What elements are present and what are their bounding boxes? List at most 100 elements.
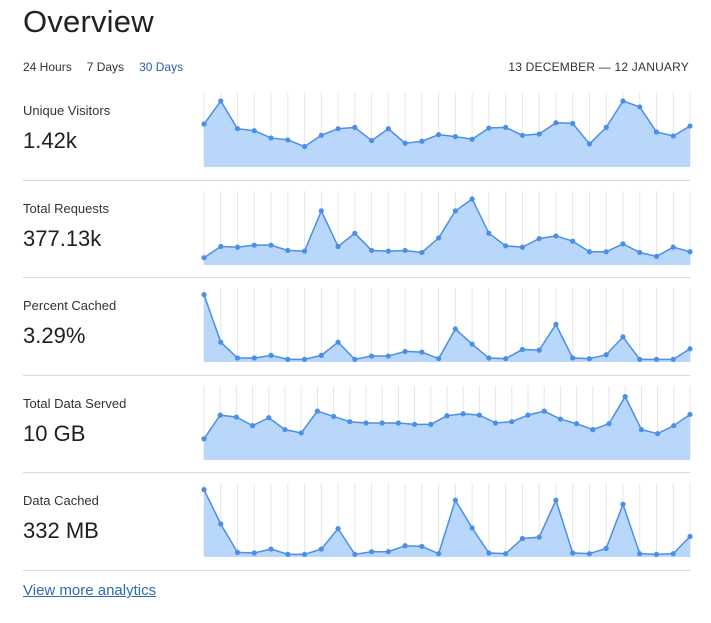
sparkline-point[interactable] xyxy=(251,355,257,361)
sparkline-point[interactable] xyxy=(687,123,693,129)
sparkline-point[interactable] xyxy=(301,551,308,557)
sparkline-point[interactable] xyxy=(637,249,643,255)
sparkline-point[interactable] xyxy=(352,230,358,236)
sparkline-point[interactable] xyxy=(503,356,509,362)
sparkline-point[interactable] xyxy=(536,347,542,353)
sparkline-point[interactable] xyxy=(402,543,408,549)
sparkline-point[interactable] xyxy=(201,254,207,260)
sparkline-point[interactable] xyxy=(553,232,559,239)
sparkline-point[interactable] xyxy=(218,339,224,345)
sparkline-point[interactable] xyxy=(419,138,425,144)
sparkline-point[interactable] xyxy=(687,533,693,540)
sparkline-point[interactable] xyxy=(363,419,369,426)
sparkline-point[interactable] xyxy=(653,129,660,135)
sparkline-point[interactable] xyxy=(314,408,320,414)
sparkline-point[interactable] xyxy=(620,334,626,340)
sparkline-point[interactable] xyxy=(452,326,458,332)
sparkline-point[interactable] xyxy=(352,124,358,130)
sparkline-point[interactable] xyxy=(234,355,241,361)
sparkline-point[interactable] xyxy=(670,356,676,362)
sparkline-point[interactable] xyxy=(368,247,375,253)
sparkline-point[interactable] xyxy=(335,243,341,249)
sparkline-point[interactable] xyxy=(486,230,492,236)
sparkline-point[interactable] xyxy=(586,141,593,147)
sparkline-point[interactable] xyxy=(368,137,375,144)
sparkline-point[interactable] xyxy=(653,356,660,362)
sparkline-point[interactable] xyxy=(469,341,475,347)
sparkline-point[interactable] xyxy=(452,134,458,140)
sparkline-point[interactable] xyxy=(603,124,609,130)
sparkline-point[interactable] xyxy=(541,408,547,414)
sparkline-point[interactable] xyxy=(486,355,492,361)
sparkline-point[interactable] xyxy=(570,550,576,556)
sparkline-point[interactable] xyxy=(436,551,442,557)
sparkline-point[interactable] xyxy=(412,421,418,427)
sparkline-point[interactable] xyxy=(620,501,626,507)
tab-30-days[interactable]: 30 Days xyxy=(139,60,184,74)
sparkline-point[interactable] xyxy=(536,534,542,540)
sparkline-point[interactable] xyxy=(486,125,492,131)
sparkline-point[interactable] xyxy=(436,132,442,138)
sparkline-point[interactable] xyxy=(402,140,408,146)
sparkline-point[interactable] xyxy=(452,207,458,213)
sparkline-point[interactable] xyxy=(586,356,593,362)
sparkline-point[interactable] xyxy=(301,143,308,150)
sparkline-point[interactable] xyxy=(318,132,324,138)
sparkline-point[interactable] xyxy=(385,353,391,359)
sparkline-point[interactable] xyxy=(469,195,475,202)
sparkline-point[interactable] xyxy=(301,356,308,362)
sparkline-point[interactable] xyxy=(368,353,375,359)
sparkline-point[interactable] xyxy=(335,339,341,345)
sparkline-point[interactable] xyxy=(557,415,563,422)
sparkline-point[interactable] xyxy=(503,242,509,248)
sparkline-point[interactable] xyxy=(469,136,475,142)
sparkline-point[interactable] xyxy=(637,356,643,362)
sparkline-point[interactable] xyxy=(201,435,207,441)
sparkline-point[interactable] xyxy=(519,346,526,353)
sparkline-point[interactable] xyxy=(586,551,593,557)
sparkline-point[interactable] xyxy=(570,120,576,127)
sparkline-point[interactable] xyxy=(218,521,224,527)
sparkline-point[interactable] xyxy=(318,546,324,552)
sparkline-point[interactable] xyxy=(402,247,408,253)
sparkline-point[interactable] xyxy=(486,550,492,556)
sparkline-point[interactable] xyxy=(620,98,626,104)
sparkline-point[interactable] xyxy=(385,126,391,132)
sparkline-point[interactable] xyxy=(503,551,509,557)
sparkline-point[interactable] xyxy=(553,120,559,126)
sparkline-point[interactable] xyxy=(653,253,660,259)
sparkline-point[interactable] xyxy=(519,535,526,542)
sparkline-point[interactable] xyxy=(266,414,272,420)
sparkline-point[interactable] xyxy=(201,292,207,298)
sparkline-point[interactable] xyxy=(519,132,526,138)
tab-7-days[interactable]: 7 Days xyxy=(86,60,125,74)
sparkline-point[interactable] xyxy=(250,422,256,428)
sparkline-point[interactable] xyxy=(268,352,274,358)
sparkline-point[interactable] xyxy=(476,412,482,418)
sparkline-point[interactable] xyxy=(402,348,408,355)
sparkline-point[interactable] xyxy=(368,549,375,555)
sparkline-point[interactable] xyxy=(670,244,676,250)
sparkline-point[interactable] xyxy=(586,248,593,254)
sparkline-point[interactable] xyxy=(352,356,358,362)
sparkline-point[interactable] xyxy=(285,551,291,557)
sparkline-point[interactable] xyxy=(234,244,241,250)
sparkline-point[interactable] xyxy=(217,412,223,418)
sparkline-point[interactable] xyxy=(268,546,274,552)
sparkline-point[interactable] xyxy=(452,497,458,503)
sparkline-point[interactable] xyxy=(268,135,274,141)
sparkline-point[interactable] xyxy=(395,419,401,426)
sparkline-point[interactable] xyxy=(653,551,660,557)
sparkline-point[interactable] xyxy=(419,249,425,255)
sparkline-point[interactable] xyxy=(603,352,609,358)
sparkline-point[interactable] xyxy=(603,248,609,254)
sparkline-point[interactable] xyxy=(519,244,526,250)
sparkline-point[interactable] xyxy=(436,356,442,362)
sparkline-point[interactable] xyxy=(385,549,391,555)
view-more-analytics-link[interactable]: View more analytics xyxy=(23,582,157,599)
tab-24-hours[interactable]: 24 Hours xyxy=(23,60,72,74)
sparkline-point[interactable] xyxy=(590,426,596,432)
sparkline-point[interactable] xyxy=(525,412,531,418)
sparkline-point[interactable] xyxy=(379,419,385,426)
sparkline-point[interactable] xyxy=(638,426,644,432)
